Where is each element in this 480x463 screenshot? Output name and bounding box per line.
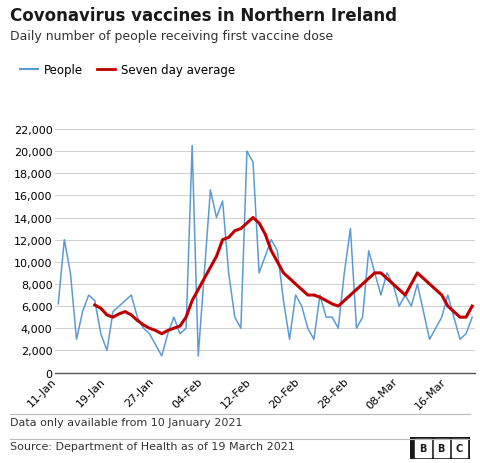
Text: Covonavirus vaccines in Northern Ireland: Covonavirus vaccines in Northern Ireland xyxy=(10,7,396,25)
Text: Daily number of people receiving first vaccine dose: Daily number of people receiving first v… xyxy=(10,30,333,43)
Bar xyxy=(433,439,449,457)
Bar xyxy=(452,439,468,457)
Text: B: B xyxy=(420,443,427,453)
Bar xyxy=(415,439,431,457)
Text: Data only available from 10 January 2021: Data only available from 10 January 2021 xyxy=(10,417,242,427)
Text: C: C xyxy=(456,443,463,453)
Text: B: B xyxy=(438,443,445,453)
Legend: People, Seven day average: People, Seven day average xyxy=(15,59,240,81)
Text: Source: Department of Health as of 19 March 2021: Source: Department of Health as of 19 Ma… xyxy=(10,441,294,451)
